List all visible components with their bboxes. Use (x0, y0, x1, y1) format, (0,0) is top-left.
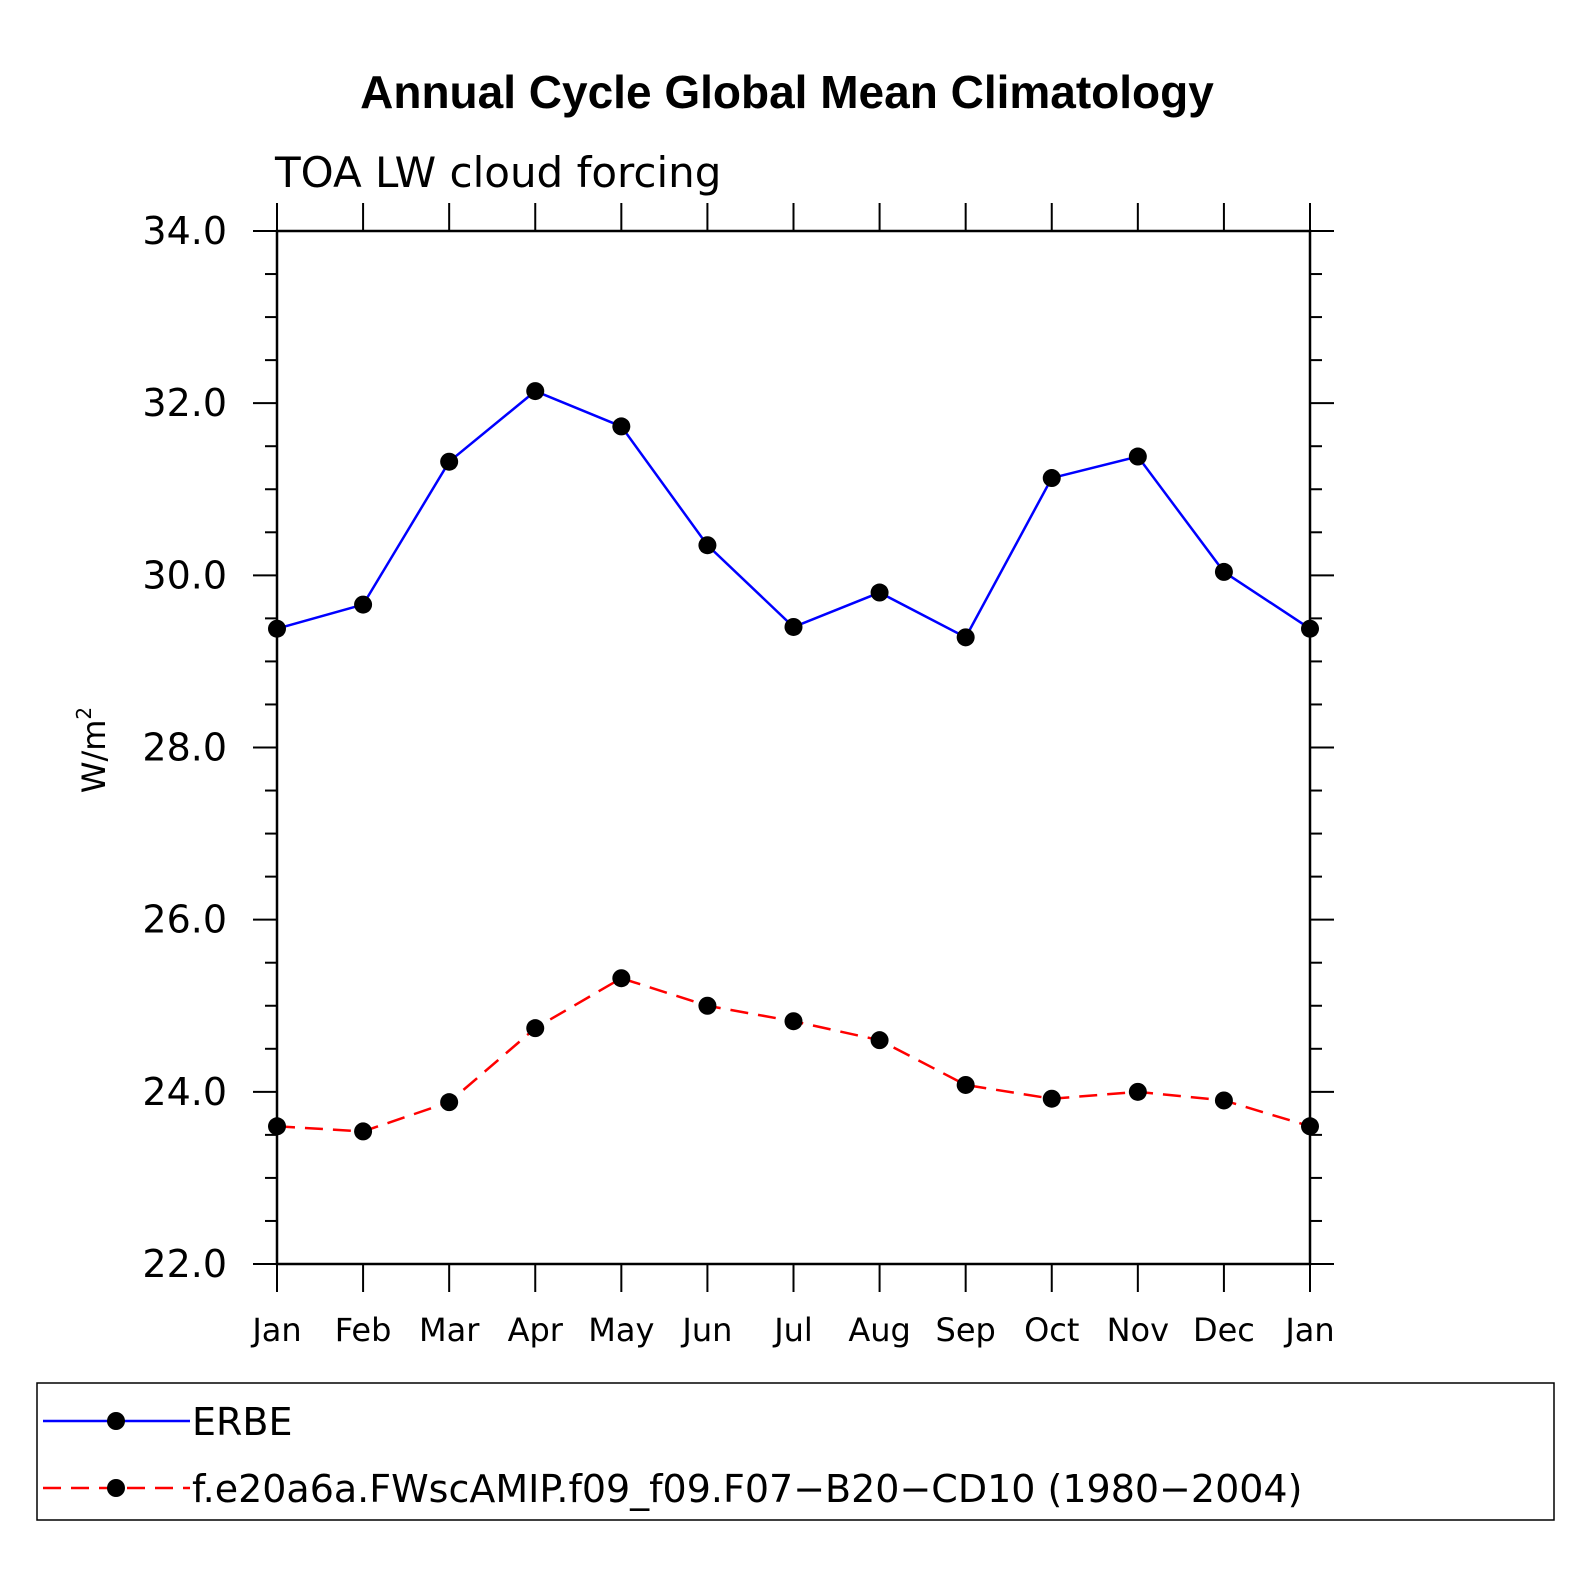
y-tick-label: 24.0 (142, 1070, 227, 1114)
y-axis-label-text: W/m (75, 720, 113, 794)
legend-marker-2 (107, 1479, 125, 1497)
series-line-1 (276, 389, 1311, 639)
series-2-point (1128, 1082, 1147, 1101)
series-2-point (784, 1012, 803, 1031)
series-1-point (698, 536, 717, 555)
series-1-point (354, 595, 373, 614)
y-tick-label: 32.0 (142, 381, 227, 425)
y-tick-label: 22.0 (142, 1242, 227, 1286)
x-tick-label: May (588, 1311, 654, 1349)
x-tick-label: Nov (1107, 1311, 1169, 1349)
x-tick-label: Jul (772, 1311, 813, 1349)
y-tick-label: 30.0 (142, 553, 227, 597)
series-2-point (1214, 1091, 1233, 1110)
series-1-point (870, 583, 889, 602)
series-2-point (1301, 1117, 1319, 1136)
series-2-point (956, 1075, 975, 1094)
series-1-point (1042, 469, 1061, 488)
x-tick-label: Dec (1193, 1311, 1255, 1349)
series-line-2 (276, 976, 1311, 1133)
series-2-point (526, 1019, 545, 1038)
x-tick-label: Jan (250, 1311, 301, 1349)
x-tick-label: Jun (680, 1311, 732, 1349)
y-tick-label: 26.0 (142, 898, 227, 942)
plot-frame (275, 229, 1312, 1266)
chart-title: Annual Cycle Global Mean Climatology (360, 66, 1214, 118)
series-1-point (612, 417, 631, 436)
x-axis: Jan Feb Mar Apr May Jun Jul Aug Sep Oct Nov Dec Jan (250, 203, 1335, 1349)
legend-marker-1 (107, 1412, 125, 1430)
y-tick-label: 34.0 (142, 209, 227, 253)
series-2-point (870, 1031, 889, 1050)
legend-label-1: ERBE (192, 1400, 293, 1444)
x-tick-label: Aug (848, 1311, 910, 1349)
series-2-point (440, 1093, 459, 1112)
chart-subtitle: TOA LW cloud forcing (274, 148, 721, 197)
y-axis-label-superscript: 2 (72, 707, 96, 720)
x-tick-label: Jan (1283, 1311, 1334, 1349)
series-2-point (612, 969, 631, 988)
series-2-point (1042, 1089, 1061, 1108)
x-tick-label: Mar (419, 1311, 480, 1349)
series-1-point (956, 628, 975, 647)
y-axis: 22.0 24.0 26.0 28.0 30.0 32.0 34.0 (142, 209, 1334, 1286)
y-tick-label: 28.0 (142, 726, 227, 770)
series-2-point (698, 996, 717, 1015)
series-1-point (440, 452, 459, 471)
x-tick-label: Oct (1024, 1311, 1079, 1349)
legend-label-2: f.e20a6a.FWscAMIP.f09_f09.F07−B20−CD10 (… (192, 1467, 1302, 1511)
series-1-point (526, 382, 545, 401)
x-tick-label: Feb (335, 1311, 392, 1349)
legend: ERBE f.e20a6a.FWscAMIP.f09_f09.F07−B20−CD… (36, 1382, 1555, 1521)
series-1-point (1128, 447, 1147, 466)
series-2-point (268, 1117, 286, 1136)
y-axis-label: W/m2 (72, 707, 113, 793)
series-1-point (1214, 562, 1233, 581)
x-tick-label: Apr (508, 1311, 564, 1349)
series-layer (268, 382, 1319, 1141)
series-1-point (784, 617, 803, 636)
series-1-point (268, 619, 286, 638)
legend-box (36, 1382, 1555, 1521)
series-2-point (354, 1122, 373, 1141)
series-1-point (1301, 619, 1319, 638)
x-tick-label: Sep (936, 1311, 996, 1349)
